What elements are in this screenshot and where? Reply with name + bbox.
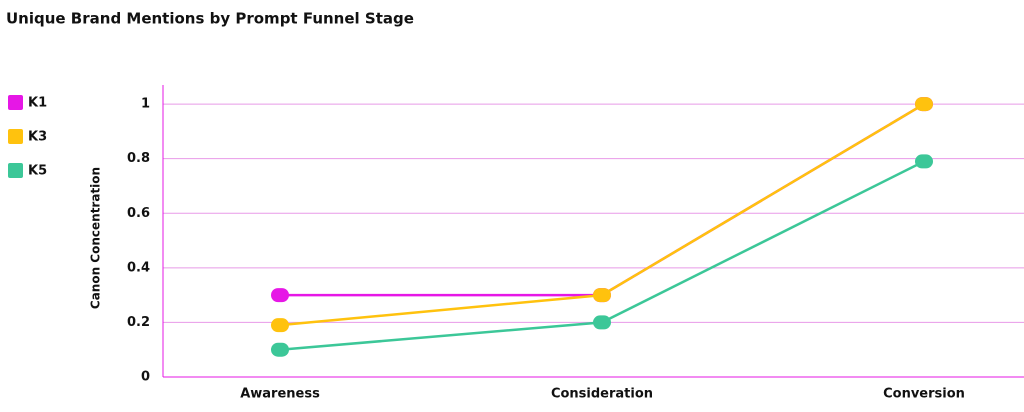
point: [593, 288, 611, 303]
legend-label: K3: [28, 130, 47, 145]
y-tick-label: 0.2: [127, 315, 150, 330]
point: [915, 154, 933, 169]
point: [915, 97, 933, 112]
y-tick-label: 1: [141, 97, 150, 112]
x-tick-label: Consideration: [551, 387, 653, 402]
point: [593, 315, 611, 330]
x-tick-label: Conversion: [883, 387, 965, 402]
legend-swatch: [8, 129, 23, 144]
y-tick-label: 0: [141, 370, 150, 385]
point: [271, 288, 289, 303]
legend-label: K1: [28, 96, 47, 111]
x-tick-label: Awareness: [240, 387, 320, 402]
legend-label: K5: [28, 164, 47, 179]
y-tick-label: 0.8: [127, 151, 150, 166]
series-line: [280, 103, 925, 297]
chart-title: Unique Brand Mentions by Prompt Funnel S…: [6, 10, 414, 28]
legend-swatch: [8, 163, 23, 178]
legend-swatch: [8, 95, 23, 110]
y-axis-title: Canon Concentration: [89, 167, 103, 309]
point: [271, 318, 289, 333]
point: [271, 342, 289, 357]
y-tick-label: 0.4: [127, 260, 150, 275]
y-tick-label: 0.6: [127, 206, 150, 221]
